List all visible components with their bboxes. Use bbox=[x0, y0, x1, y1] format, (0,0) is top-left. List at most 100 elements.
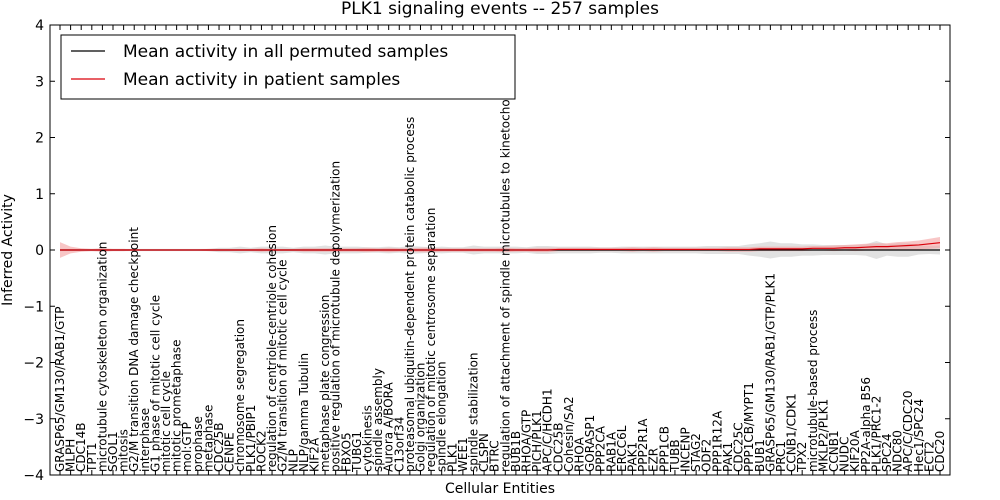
x-tick-label: mitosis bbox=[117, 429, 131, 472]
x-tick-label: PPP2R1A bbox=[636, 418, 650, 472]
x-tick-label: ODF2 bbox=[700, 439, 714, 472]
x-tick-label: NUDC bbox=[838, 437, 852, 472]
x-tick-label: regulation of mitotic centrosome separat… bbox=[424, 208, 438, 472]
x-tick-label: NLP/gamma Tubulin bbox=[297, 353, 311, 472]
x-axis bbox=[59, 25, 941, 475]
x-tick-label: PICH/PLK1 bbox=[530, 410, 544, 472]
x-tick-label: G2/M transition of mitotic cell cycle bbox=[276, 259, 290, 472]
x-tick-label: metaphase bbox=[201, 405, 215, 472]
x-tick-label: BTRC bbox=[488, 440, 502, 472]
x-tick-label: prophase bbox=[191, 416, 205, 472]
x-tick-label: Aurora A/BORA bbox=[382, 382, 396, 472]
x-tick-label: Cohesin/SA2 bbox=[562, 396, 576, 472]
x-tick-label: PLK1/PBIP1 bbox=[244, 405, 258, 472]
x-tick-label: BUB1B bbox=[509, 431, 523, 472]
x-tick-label: TPT1 bbox=[85, 442, 99, 473]
x-tick-label: GORASP1 bbox=[583, 415, 597, 472]
x-tick-label: regulation of attachment of spindle micr… bbox=[498, 87, 512, 472]
x-tick-label: APC/C/HCDH1 bbox=[541, 388, 555, 472]
x-tick-label: TPX2 bbox=[795, 442, 809, 473]
x-tick-label: NDC80 bbox=[891, 430, 905, 472]
x-tick-label: positive regulation of microtubule depol… bbox=[329, 161, 343, 472]
x-tick-label: PPP2CA bbox=[594, 425, 608, 472]
x-tick-label: cytokinesis bbox=[360, 405, 374, 472]
x-tick-label: mitotic cell cycle bbox=[159, 371, 173, 472]
y-tick-label: 1 bbox=[35, 187, 44, 203]
x-tick-label: CDC25C bbox=[732, 422, 746, 472]
x-tick-label: WEE1 bbox=[456, 437, 470, 472]
x-tick-label: RAB1A bbox=[604, 431, 618, 472]
x-tick-label: KIF20A bbox=[848, 429, 862, 472]
x-tick-label: PPP1CB/MYPT1 bbox=[742, 382, 756, 472]
x-tick-label: G1 phase of mitotic cell cycle bbox=[148, 295, 162, 472]
x-tick-label: regulation of centriole-centriole cohesi… bbox=[265, 225, 279, 472]
x-tick-label: PLK1 bbox=[445, 443, 459, 472]
x-tick-label: mitotic prometaphase bbox=[170, 340, 184, 473]
y-tick-label: 2 bbox=[35, 131, 44, 147]
x-tick-label: MLPH bbox=[64, 439, 78, 472]
legend-label-patient: Mean activity in patient samples bbox=[123, 70, 400, 90]
x-tick-label: TUBG1 bbox=[350, 431, 364, 473]
x-tick-label: FBXO5 bbox=[339, 432, 353, 472]
x-tick-label: CLSPN bbox=[477, 433, 491, 472]
x-tick-label: MKLP2/PLK1 bbox=[816, 399, 830, 472]
x-tick-label: PAK1 bbox=[626, 442, 640, 472]
x-tick-label: metaphase plate congression bbox=[318, 295, 332, 472]
x-tick-label: SGOL1 bbox=[106, 431, 120, 472]
x-tick-label: RHOA/GTP bbox=[520, 410, 534, 472]
x-tick-label: CDC25B bbox=[212, 423, 226, 473]
y-tick-label: −3 bbox=[23, 412, 44, 428]
x-tick-label: PAK1 bbox=[721, 442, 735, 472]
x-tick-label: RHOA bbox=[573, 436, 587, 472]
x-tick-label: microtubule cytoskeleton organization bbox=[95, 242, 109, 472]
x-tick-label: mol:GTP bbox=[180, 422, 194, 472]
x-tick-label: CDC25B bbox=[551, 423, 565, 473]
x-tick-label: G2/M transition DNA damage checkpoint bbox=[127, 227, 141, 472]
x-tick-label: chromosome segregation bbox=[233, 319, 247, 472]
series-lines bbox=[60, 242, 941, 251]
x-tick-label: STAG2 bbox=[689, 433, 703, 472]
y-tick-label: −2 bbox=[23, 356, 44, 372]
x-tick-label: APC/C/CDC20 bbox=[901, 390, 915, 472]
x-tick-label: ECT2 bbox=[922, 441, 936, 472]
x-tick-label: spindle assembly bbox=[371, 368, 385, 472]
x-tick-label: SPC24 bbox=[880, 433, 894, 472]
x-tick-label: spindle stabilization bbox=[466, 352, 480, 472]
y-tick-label: 0 bbox=[35, 243, 44, 259]
y-tick-label: −4 bbox=[23, 468, 44, 484]
x-tick-label: PPP1CB bbox=[657, 426, 671, 472]
x-tick-label: PPP1R12A bbox=[710, 410, 724, 472]
x-tick-label: INCENP bbox=[679, 427, 693, 472]
x-tick-label: CCNB1 bbox=[827, 430, 841, 472]
legend-box bbox=[60, 34, 516, 100]
x-tick-label: PRC1 bbox=[774, 441, 788, 472]
chart-title: PLK1 signaling events -- 257 samples bbox=[341, 0, 659, 19]
x-tick-label: microtubule-based process bbox=[806, 310, 820, 472]
x-tick-label: proteasomal ubiquitin-dependent protein … bbox=[403, 117, 417, 472]
x-tick-label: C13orf34 bbox=[392, 417, 406, 472]
y-tick-label: −1 bbox=[23, 299, 44, 315]
x-tick-label: CENPE bbox=[223, 432, 237, 472]
x-tick-label: BUB1 bbox=[753, 439, 767, 472]
legend-label-permuted: Mean activity in all permuted samples bbox=[123, 42, 448, 62]
x-tick-label: EZR bbox=[647, 448, 661, 472]
series-band-1 bbox=[60, 237, 940, 258]
x-axis-label: Cellular Entities bbox=[445, 481, 555, 497]
x-tick-label: interphase bbox=[138, 408, 152, 472]
x-tick-label: TUBB bbox=[668, 439, 682, 473]
y-tick-label: 4 bbox=[35, 18, 44, 34]
x-tick-label: CDC20 bbox=[933, 431, 947, 472]
x-tick-label: GRASP65/GM130/RAB1/GTP/PLK1 bbox=[763, 273, 777, 472]
x-tick-label: KIF2A bbox=[307, 437, 321, 472]
x-tick-label: GRASP65/GM130/RAB1/GTP bbox=[53, 306, 67, 472]
x-tick-label: spindle elongation bbox=[435, 361, 449, 472]
y-axis-label: Inferred Activity bbox=[0, 194, 16, 306]
x-tick-label: CCNB1/CDK1 bbox=[785, 393, 799, 472]
legend: Mean activity in all permuted samples Me… bbox=[60, 34, 516, 100]
x-tick-label: PP2A-alpha B56 bbox=[859, 377, 873, 472]
x-tick-label: CDC14B bbox=[74, 423, 88, 473]
x-tick-label: Hec1/SPC24 bbox=[912, 399, 926, 472]
series-line-1 bbox=[60, 242, 941, 251]
x-tick-label: Golgi organization bbox=[413, 363, 427, 472]
